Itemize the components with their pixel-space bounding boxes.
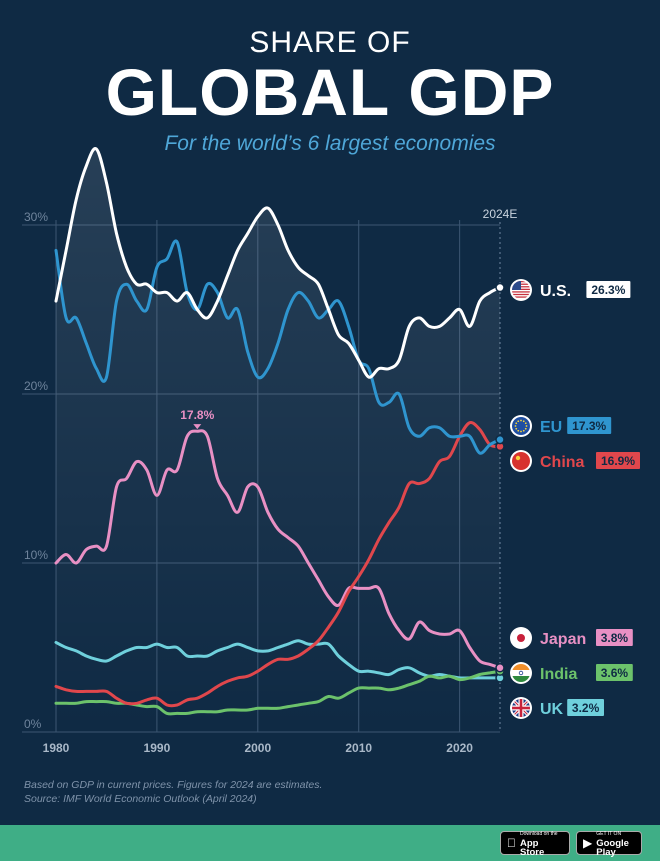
footer-bar:  Download on the App Store ▶ GET IT ON … <box>0 825 660 861</box>
x-tick-label: 2010 <box>345 741 372 755</box>
y-tick-label: 0% <box>24 717 42 731</box>
apple-icon:  <box>507 836 516 850</box>
flag-field <box>512 452 530 470</box>
flag-stripe <box>512 296 530 298</box>
legend-item-japan: Japan 3.8% <box>510 627 633 649</box>
flag-body <box>512 664 530 682</box>
flag-star <box>514 425 517 427</box>
flag-field <box>512 417 530 435</box>
flag-star <box>522 429 525 432</box>
flag-star <box>520 419 522 422</box>
chart-title-top: SHARE OF <box>249 26 411 59</box>
y-tick-label: 20% <box>24 379 48 393</box>
us-flag-icon <box>510 279 532 301</box>
china-flag-icon <box>510 450 532 472</box>
flag-green <box>512 676 530 682</box>
flag-body <box>512 699 530 717</box>
legend-value-badge <box>596 452 640 469</box>
google-play-small: GET IT ON <box>596 830 622 837</box>
series-line-us <box>54 147 502 379</box>
legend-value-badge <box>596 664 633 681</box>
flag-star <box>517 429 520 432</box>
app-store-small: Download on the <box>511 831 558 841</box>
series-line-japan <box>54 429 502 670</box>
flag-star <box>522 420 525 423</box>
annotation-label: 17.8% <box>180 408 214 422</box>
legend-item-china: China 16.9% <box>510 450 640 472</box>
flag-star <box>515 455 521 461</box>
note-line-2: Source: IMF World Economic Outlook (Apri… <box>24 793 257 805</box>
chart-title: GLOBAL GDP <box>105 55 555 129</box>
legend-value: 16.9% <box>601 454 635 468</box>
source-note: Based on GDP in current prices. Figures … <box>24 778 322 806</box>
flag-star <box>517 420 520 423</box>
series-line-uk <box>54 639 502 680</box>
flag-star <box>524 422 527 425</box>
x-tick-label: 1990 <box>144 741 171 755</box>
flag-star <box>515 427 518 430</box>
chart-subtitle: For the world’s 6 largest economies <box>164 132 496 155</box>
flag-stripe <box>512 293 530 296</box>
india-flag-icon <box>510 662 532 684</box>
app-store-button[interactable]:  Download on the App Store <box>500 831 570 857</box>
flag-sun <box>517 634 525 642</box>
annotation-marker <box>193 424 202 430</box>
legend-name: UK <box>540 701 564 718</box>
series-line-eu <box>54 239 502 455</box>
legend-value-badge <box>586 281 631 298</box>
legend-value: 17.3% <box>572 419 606 433</box>
legend-item-us: U.S. 26.3% <box>510 279 631 301</box>
x-tick-label: 1980 <box>43 741 70 755</box>
x-tick-label: 2000 <box>244 741 271 755</box>
flag-cross-h-red <box>512 706 530 710</box>
flag-star <box>524 427 527 430</box>
flag-body <box>512 452 530 470</box>
legend-value: 3.2% <box>572 701 600 715</box>
flag-stripe <box>512 291 530 293</box>
series-endpoint-us <box>495 282 505 293</box>
app-store-label: App Store <box>511 838 557 857</box>
legend-value: 26.3% <box>591 283 625 297</box>
series-endpoint-japan <box>495 663 505 673</box>
note-line-1: Based on GDP in current prices. Figures … <box>24 779 323 791</box>
series-line-china <box>54 421 502 708</box>
legend-name: China <box>540 454 585 471</box>
google-play-button[interactable]: ▶ GET IT ON Google Play <box>576 830 642 858</box>
legend-item-uk: UK 3.2% <box>510 697 604 719</box>
play-icon: ▶ <box>583 836 593 850</box>
flag-white <box>512 670 530 676</box>
flag-star <box>525 425 528 427</box>
flag-saffron <box>512 664 530 670</box>
legend-item-india: India 3.6% <box>510 662 633 684</box>
series-endpoint-eu <box>495 434 505 445</box>
google-play-label: Google Play <box>596 837 629 858</box>
legend-value-badge <box>596 629 633 646</box>
flag-wheel <box>518 670 524 676</box>
y-tick-label: 10% <box>24 548 48 562</box>
uk-flag-icon <box>510 697 532 719</box>
x-tick-label: 2020 <box>446 741 473 755</box>
gdp-line-chart: 2024E 0% 10% 20% 30% 1980 1990 2000 2010 2020 17.8… <box>22 147 640 755</box>
y-tick-label: 30% <box>24 210 48 224</box>
legend-value-badge <box>567 417 612 434</box>
flag-canton <box>512 281 521 290</box>
us-area <box>56 148 500 732</box>
flag-star <box>515 422 518 425</box>
legend-value-badge <box>567 699 604 716</box>
legend-name: Japan <box>540 631 586 648</box>
projection-label: 2024E <box>483 207 518 221</box>
flag-body <box>512 281 530 298</box>
legend-value: 3.6% <box>601 666 629 680</box>
flag-body <box>512 417 530 435</box>
legend-name: India <box>540 666 577 683</box>
flag-star <box>520 430 522 433</box>
eu-flag-icon <box>510 415 532 437</box>
legend-value: 3.8% <box>601 631 629 645</box>
legend-item-eu: EU 17.3% <box>510 415 612 437</box>
japan-flag-icon <box>510 627 532 649</box>
legend-name: U.S. <box>540 283 571 300</box>
legend-name: EU <box>540 419 562 436</box>
flag-body <box>512 629 530 647</box>
